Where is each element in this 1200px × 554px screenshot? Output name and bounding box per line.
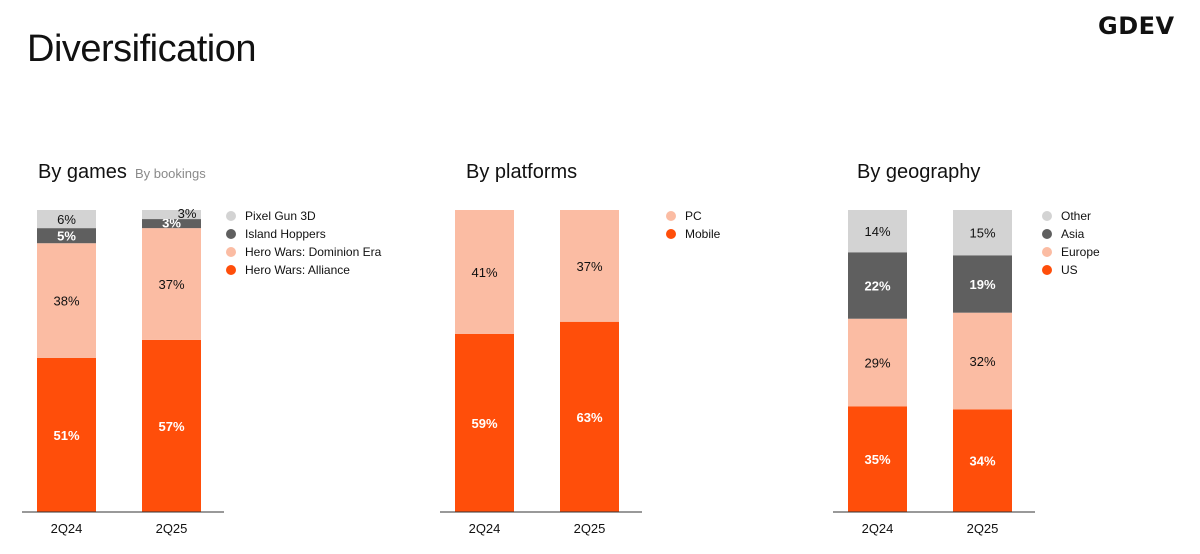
- bar-segment-mobile-2q25: [560, 321, 619, 512]
- data-label: 34%: [969, 454, 995, 469]
- page-title: Diversification: [27, 28, 257, 70]
- bar-segment-asia-2q25: [953, 255, 1012, 313]
- data-label: 51%: [53, 428, 79, 443]
- data-label: 19%: [969, 277, 995, 292]
- legend-label: Other: [1061, 209, 1092, 223]
- data-label: 35%: [864, 452, 890, 467]
- bar-segment-other-2q24: [848, 210, 907, 253]
- bar-segment-hero-wars-dominion-era-2q24: [37, 243, 96, 358]
- legend-swatch: [666, 229, 676, 239]
- data-label: 41%: [471, 265, 497, 280]
- data-label: 29%: [864, 356, 890, 371]
- chart-title-text: By geography: [857, 161, 981, 183]
- games-legend: Pixel Gun 3D Island Hoppers Hero Wars: Dom…: [226, 207, 381, 279]
- x-tick-label: 2Q25: [967, 521, 999, 536]
- bar-segment-mobile-2q24: [455, 333, 514, 512]
- data-label: 37%: [158, 277, 184, 292]
- gdev-logo: GDEV: [1098, 12, 1175, 40]
- legend-item: Asia: [1042, 225, 1100, 243]
- bar-segment-pc-2q25: [560, 210, 619, 322]
- geography-legend: Other Asia Europe US: [1042, 207, 1100, 279]
- x-tick-label: 2Q24: [862, 521, 894, 536]
- bar-segment-asia-2q24: [848, 252, 907, 319]
- legend-item: Pixel Gun 3D: [226, 207, 381, 225]
- chart-title-text: By platforms: [466, 161, 578, 183]
- legend-item: Hero Wars: Dominion Era: [226, 243, 381, 261]
- legend-label: Island Hoppers: [245, 227, 326, 241]
- legend-label: US: [1061, 263, 1078, 277]
- data-label: 59%: [471, 416, 497, 431]
- legend-label: Europe: [1061, 245, 1100, 259]
- legend-item: Island Hoppers: [226, 225, 381, 243]
- chart-title: By games By bookings: [38, 161, 206, 184]
- legend-swatch: [226, 247, 236, 257]
- legend-swatch: [1042, 229, 1052, 239]
- data-label: 3%: [162, 216, 181, 231]
- data-label: 57%: [158, 419, 184, 434]
- legend-label: Mobile: [685, 227, 721, 241]
- logo-text: GDEV: [1098, 12, 1175, 40]
- platforms-chart: 59% 41% 2Q24 63% 37% 2Q25: [440, 210, 642, 536]
- legend-swatch: [1042, 211, 1052, 221]
- chart-title-text: By games: [38, 161, 127, 183]
- bar-segment-island-hoppers-2q24: [37, 228, 96, 244]
- games-chart: 51% 38% 5% 6% 2Q24 57% 37% 3%3% 2Q25: [22, 206, 224, 536]
- geography-chart: 35% 29% 22% 14% 2Q24 34% 32% 19% 15% 2Q25: [833, 210, 1035, 536]
- legend-swatch: [226, 229, 236, 239]
- x-tick-label: 2Q25: [156, 521, 188, 536]
- legend-label: PC: [685, 209, 702, 223]
- bar-segment-europe-2q24: [848, 318, 907, 407]
- bar-segment-us-2q24: [848, 406, 907, 512]
- chart-title: By geography: [857, 161, 980, 184]
- legend-label: Hero Wars: Dominion Era: [245, 245, 382, 259]
- chart-title: By platforms: [466, 161, 577, 184]
- legend-item: Other: [1042, 207, 1100, 225]
- platforms-legend: PC Mobile: [666, 207, 720, 243]
- data-label: 63%: [576, 410, 602, 425]
- data-label: 14%: [864, 224, 890, 239]
- data-label: 5%: [57, 229, 76, 244]
- legend-swatch: [1042, 265, 1052, 275]
- bar-segment-hero-wars-alliance-2q24: [37, 357, 96, 512]
- legend-item: Europe: [1042, 243, 1100, 261]
- data-label: 3%: [178, 206, 197, 221]
- bar-segment-hero-wars-alliance-2q25: [142, 339, 201, 512]
- bar-segment-hero-wars-dominion-era-2q25: [142, 228, 201, 340]
- legend-item: Mobile: [666, 225, 720, 243]
- x-tick-label: 2Q24: [469, 521, 501, 536]
- legend-swatch: [1042, 247, 1052, 257]
- bar-segment-pixel-gun-3d-2q25: [142, 210, 201, 220]
- data-label: 38%: [53, 294, 79, 309]
- legend-item: Hero Wars: Alliance: [226, 261, 381, 279]
- data-label: 6%: [57, 212, 76, 227]
- bar-segment-pc-2q24: [455, 210, 514, 334]
- data-label: 37%: [576, 259, 602, 274]
- bar-segment-europe-2q25: [953, 312, 1012, 410]
- legend-swatch: [226, 211, 236, 221]
- data-label: 15%: [969, 226, 995, 241]
- legend-swatch: [226, 265, 236, 275]
- bar-segment-other-2q25: [953, 210, 1012, 256]
- x-tick-label: 2Q25: [574, 521, 606, 536]
- legend-label: Hero Wars: Alliance: [245, 263, 350, 277]
- data-label: 32%: [969, 354, 995, 369]
- legend-item: PC: [666, 207, 720, 225]
- legend-swatch: [666, 211, 676, 221]
- legend-label: Pixel Gun 3D: [245, 209, 316, 223]
- x-tick-label: 2Q24: [51, 521, 83, 536]
- chart-subtitle: By bookings: [134, 166, 206, 181]
- bar-segment-island-hoppers-2q25: [142, 219, 201, 229]
- legend-label: Asia: [1061, 227, 1085, 241]
- bar-segment-us-2q25: [953, 409, 1012, 512]
- data-label: 22%: [864, 279, 890, 294]
- legend-item: US: [1042, 261, 1100, 279]
- bar-segment-pixel-gun-3d-2q24: [37, 210, 96, 229]
